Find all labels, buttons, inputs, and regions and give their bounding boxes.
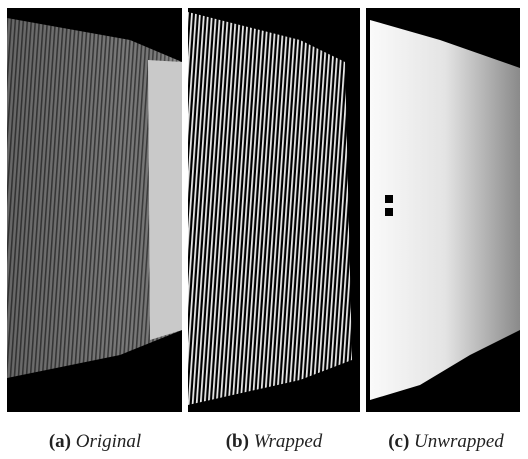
panel-label: (b) — [226, 431, 249, 452]
caption-unwrapped: (c) Unwrapped — [388, 431, 504, 452]
panel-caption: Original — [76, 431, 141, 452]
panel-wrapped — [188, 8, 360, 412]
panel-caption: Unwrapped — [414, 431, 504, 452]
caption-wrapped: (b) Wrapped — [226, 431, 323, 452]
caption-original: (a) Original — [49, 431, 141, 452]
panel-label: (c) — [388, 431, 409, 452]
panel-label: (a) — [49, 431, 71, 452]
panel-original — [7, 8, 182, 412]
figure: (a) Original (b) Wrapped (c) Unwrapped — [0, 0, 528, 459]
panel-unwrapped — [366, 8, 520, 412]
panel-caption: Wrapped — [254, 431, 323, 452]
